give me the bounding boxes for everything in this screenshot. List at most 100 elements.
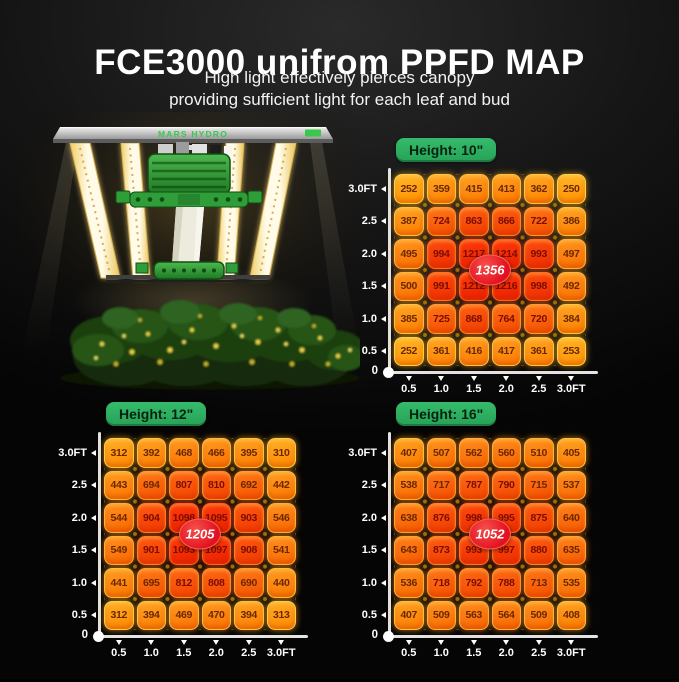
y-tick: 1.0 bbox=[344, 576, 386, 590]
ppfd-cell: 441 bbox=[104, 568, 134, 598]
ppfd-cell: 312 bbox=[104, 600, 134, 630]
ppfd-cell: 310 bbox=[266, 438, 296, 468]
brand-label: MARS HYDRO bbox=[158, 129, 228, 139]
y-tick: 2.0 bbox=[344, 247, 386, 261]
heatmap-grid: 312 392 468 466 395 310 443 694 807 810 692 442 544 9… bbox=[104, 438, 296, 630]
ppfd-cell: 442 bbox=[266, 470, 296, 500]
ppfd-cell: 787 bbox=[459, 470, 489, 500]
ppfd-cell: 361 bbox=[524, 336, 554, 366]
ppfd-cell: 560 bbox=[491, 438, 521, 468]
ppfd-cell: 690 bbox=[234, 568, 264, 598]
ppfd-cell: 537 bbox=[556, 470, 586, 500]
ppfd-cell: 495 bbox=[394, 239, 424, 269]
ppfd-cell: 563 bbox=[459, 600, 489, 630]
x-tick: 0.5 bbox=[389, 376, 429, 395]
ppfd-cell: 250 bbox=[556, 174, 586, 204]
ppfd-cell: 717 bbox=[426, 470, 456, 500]
y-axis: 3.0FT 2.5 2.0 1.5 1.0 0.5 bbox=[344, 432, 386, 630]
ppfd-cell: 385 bbox=[394, 304, 424, 334]
ppfd-cell: 509 bbox=[426, 600, 456, 630]
y-tick: 0.5 bbox=[344, 344, 386, 358]
ppfd-cell: 415 bbox=[459, 174, 489, 204]
ppfd-cell: 788 bbox=[491, 568, 521, 598]
ppfd-cell: 998 bbox=[524, 271, 554, 301]
x-axis-line bbox=[388, 371, 598, 374]
ppfd-cell: 873 bbox=[426, 535, 456, 565]
grow-light-figure: MARS HYDRO bbox=[20, 112, 365, 392]
height-badge: Height: 16" bbox=[396, 402, 497, 426]
ppfd-cell: 417 bbox=[491, 336, 521, 366]
subtitle-line-1: High light effectively pierces canopy bbox=[204, 68, 475, 87]
ppfd-cell: 413 bbox=[491, 174, 521, 204]
x-tick: 2.5 bbox=[519, 640, 559, 659]
ppfd-cell: 695 bbox=[136, 568, 166, 598]
y-tick: 1.5 bbox=[344, 279, 386, 293]
ppfd-cell: 313 bbox=[266, 600, 296, 630]
ppfd-cell: 408 bbox=[556, 600, 586, 630]
x-tick: 1.0 bbox=[421, 640, 461, 659]
ppfd-cell: 386 bbox=[556, 206, 586, 236]
ppfd-chart-height-16: Height: 16" 3.0FT 2.5 2.0 1.5 1.0 0.5 0 407 50… bbox=[344, 400, 604, 682]
ppfd-cell: 562 bbox=[459, 438, 489, 468]
ppfd-cell: 252 bbox=[394, 336, 424, 366]
ppfd-cell: 405 bbox=[556, 438, 586, 468]
y-tick: 3.0FT bbox=[54, 446, 96, 460]
y-tick: 3.0FT bbox=[344, 446, 386, 460]
ppfd-cell: 507 bbox=[426, 438, 456, 468]
lower-crossbar bbox=[153, 261, 225, 280]
origin-dot bbox=[383, 367, 394, 378]
x-tick: 1.0 bbox=[131, 640, 171, 659]
origin-label: 0 bbox=[371, 365, 378, 377]
ppfd-cell: 469 bbox=[169, 600, 199, 630]
ppfd-cell: 541 bbox=[266, 535, 296, 565]
x-tick: 2.0 bbox=[486, 376, 526, 395]
ppfd-cell: 384 bbox=[556, 304, 586, 334]
ppfd-cell: 362 bbox=[524, 174, 554, 204]
ppfd-cell: 635 bbox=[556, 535, 586, 565]
ppfd-cell: 994 bbox=[426, 239, 456, 269]
x-tick: 2.5 bbox=[229, 640, 269, 659]
ppfd-cell: 407 bbox=[394, 438, 424, 468]
ppfd-chart-height-10: Height: 10" 3.0FT 2.5 2.0 1.5 1.0 0.5 0 252 35… bbox=[344, 136, 604, 418]
peak-value-badge: 1356 bbox=[469, 254, 511, 286]
ppfd-cell: 725 bbox=[426, 304, 456, 334]
ppfd-cell: 395 bbox=[234, 438, 264, 468]
plants bbox=[60, 300, 365, 390]
origin-label: 0 bbox=[81, 629, 88, 641]
ppfd-cell: 724 bbox=[426, 206, 456, 236]
y-tick: 2.0 bbox=[54, 511, 96, 525]
x-axis-line bbox=[388, 635, 598, 638]
y-tick: 2.0 bbox=[344, 511, 386, 525]
ppfd-cell: 549 bbox=[104, 535, 134, 565]
ppfd-cell: 808 bbox=[201, 568, 231, 598]
ppfd-cell: 387 bbox=[394, 206, 424, 236]
y-axis: 3.0FT 2.5 2.0 1.5 1.0 0.5 bbox=[344, 168, 386, 366]
y-axis-line bbox=[388, 168, 391, 373]
ppfd-cell: 718 bbox=[426, 568, 456, 598]
y-tick: 1.5 bbox=[54, 543, 96, 557]
diode-rows bbox=[79, 147, 287, 275]
height-badge: Height: 12" bbox=[106, 402, 207, 426]
y-tick: 1.0 bbox=[344, 312, 386, 326]
x-tick: 2.0 bbox=[196, 640, 236, 659]
ppfd-cell: 792 bbox=[459, 568, 489, 598]
ppfd-cell: 394 bbox=[136, 600, 166, 630]
y-tick: 1.0 bbox=[54, 576, 96, 590]
y-tick: 2.5 bbox=[344, 478, 386, 492]
ppfd-cell: 407 bbox=[394, 600, 424, 630]
ppfd-cell: 416 bbox=[459, 336, 489, 366]
ppfd-cell: 468 bbox=[169, 438, 199, 468]
ppfd-cell: 492 bbox=[556, 271, 586, 301]
height-badge: Height: 10" bbox=[396, 138, 497, 162]
ppfd-cell: 394 bbox=[234, 600, 264, 630]
plot-area: 3.0FT 2.5 2.0 1.5 1.0 0.5 0 407 507 562 560 510 40… bbox=[344, 432, 604, 672]
ppfd-cell: 807 bbox=[169, 470, 199, 500]
ppfd-cell: 790 bbox=[491, 470, 521, 500]
x-tick: 2.5 bbox=[519, 376, 559, 395]
ppfd-cell: 546 bbox=[266, 503, 296, 533]
page-subtitle: High light effectively pierces canopy pr… bbox=[0, 67, 679, 111]
y-tick: 2.5 bbox=[344, 214, 386, 228]
x-tick: 1.5 bbox=[454, 376, 494, 395]
y-axis-line bbox=[98, 432, 101, 637]
